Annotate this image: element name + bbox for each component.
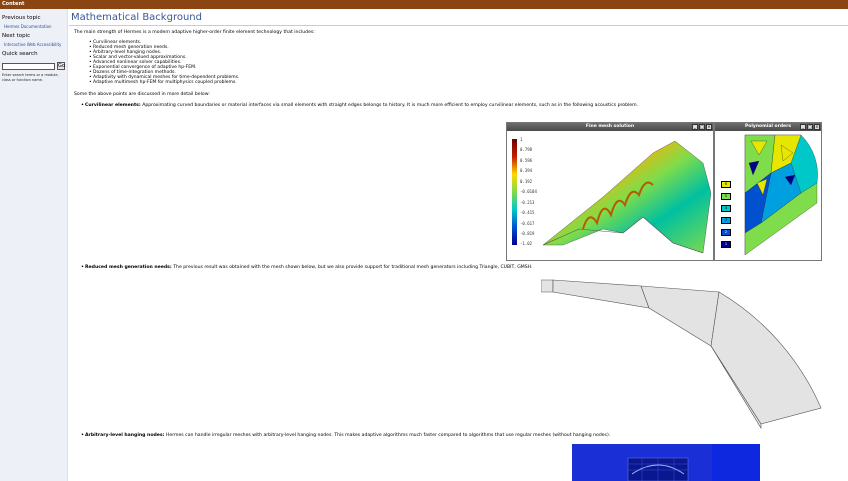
previous-topic-link[interactable]: Hermes Documentation [4, 24, 52, 29]
section-label: Reduced mesh generation needs: [85, 265, 172, 270]
colorbar-label: -0.415 [520, 210, 535, 215]
section-text: The previous result was obtained with th… [173, 265, 533, 270]
order-legend-box: 5 [721, 193, 731, 200]
main-content: Mathematical Background The main strengt… [69, 9, 848, 481]
feature-item: Arbitrary-level hanging nodes. [89, 50, 161, 55]
sidebar: Previous topic Hermes Documentation Next… [0, 9, 68, 481]
colorbar-label: 0.798 [520, 147, 533, 152]
colorbar-label: 0.192 [520, 179, 533, 184]
section-label: Arbitrary-level hanging nodes: [85, 433, 165, 438]
search-help-text: Enter search terms or a module, class or… [2, 73, 59, 82]
details-intro: Some the above points are discussed in m… [74, 92, 210, 97]
top-bar-label: Content [2, 1, 25, 7]
colorbar-label: -0.617 [520, 221, 535, 226]
hanging-nodes-figure [572, 444, 760, 481]
section-hanging-nodes: Arbitrary-level hanging nodes: Hermes ca… [81, 433, 611, 438]
window-title: Polynomial orders [715, 123, 821, 131]
colorbar [512, 139, 517, 245]
intro-paragraph: The main strength of Hermes is a modern … [74, 30, 315, 35]
colorbar-label: -1.02 [520, 241, 533, 246]
colorbar-label: -0.819 [520, 231, 535, 236]
feature-item: Adaptive multimesh hp-FEM for multiphysi… [89, 80, 237, 85]
next-topic-heading: Next topic [2, 33, 31, 39]
order-legend-box: 2 [721, 229, 731, 236]
polynomial-orders-mesh [744, 134, 818, 256]
feature-item: Scalar and vector-valued approximations. [89, 55, 187, 60]
feature-item: Adaptivity with dynamical meshes for tim… [89, 75, 239, 80]
section-text: Approximating curved boundaries or mater… [142, 103, 639, 108]
section-label: Curvilinear elements: [85, 103, 141, 108]
feature-item: Advanced nonlinear solver capabilities. [89, 60, 181, 65]
section-reduced-mesh: Reduced mesh generation needs: The previ… [81, 265, 533, 270]
top-bar: Content [0, 0, 848, 9]
page-title: Mathematical Background [71, 12, 202, 23]
close-icon[interactable]: × [814, 124, 820, 130]
title-divider [69, 25, 848, 26]
colorbar-label: 0.596 [520, 158, 533, 163]
feature-item: Exponential convergence of adaptive hp-F… [89, 65, 196, 70]
maximize-icon[interactable]: □ [807, 124, 813, 130]
order-legend-box: 1 [721, 241, 731, 248]
colorbar-label: -0.213 [520, 200, 535, 205]
order-legend-box: 4 [721, 205, 731, 212]
order-legend-box: 6 [721, 181, 731, 188]
solution-surface-plot [543, 140, 711, 254]
minimize-icon[interactable]: _ [692, 124, 698, 130]
colorbar-label: 0.394 [520, 168, 533, 173]
fine-mesh-window: Fine mesh solution _ □ × 1 0.798 0.596 0… [506, 122, 714, 261]
colorbar-label: 1 [520, 137, 523, 142]
coarse-mesh-figure [541, 279, 822, 430]
order-legend-box: 3 [721, 217, 731, 224]
colorbar-label: -0.0104 [520, 189, 537, 194]
close-icon[interactable]: × [706, 124, 712, 130]
search-input[interactable] [2, 63, 55, 70]
maximize-icon[interactable]: □ [699, 124, 705, 130]
search-go-button[interactable]: Go [57, 62, 65, 70]
window-controls: _ □ × [800, 124, 820, 130]
quick-search-heading: Quick search [2, 51, 38, 57]
feature-item: Curvilinear elements. [89, 40, 141, 45]
minimize-icon[interactable]: _ [800, 124, 806, 130]
window-title: Fine mesh solution [507, 123, 713, 131]
window-controls: _ □ × [692, 124, 712, 130]
feature-item: Reduced mesh generation needs. [89, 45, 169, 50]
previous-topic-heading: Previous topic [2, 15, 41, 21]
next-topic-link[interactable]: Interactive Web Accessibility [4, 42, 62, 47]
section-curvilinear: Curvilinear elements: Approximating curv… [81, 103, 639, 108]
feature-item: Dozens of time-integration methods. [89, 70, 176, 75]
polynomial-orders-window: Polynomial orders _ □ × 6 5 4 3 2 1 [714, 122, 822, 261]
section-text: Hermes can handle irregular meshes with … [165, 433, 611, 438]
